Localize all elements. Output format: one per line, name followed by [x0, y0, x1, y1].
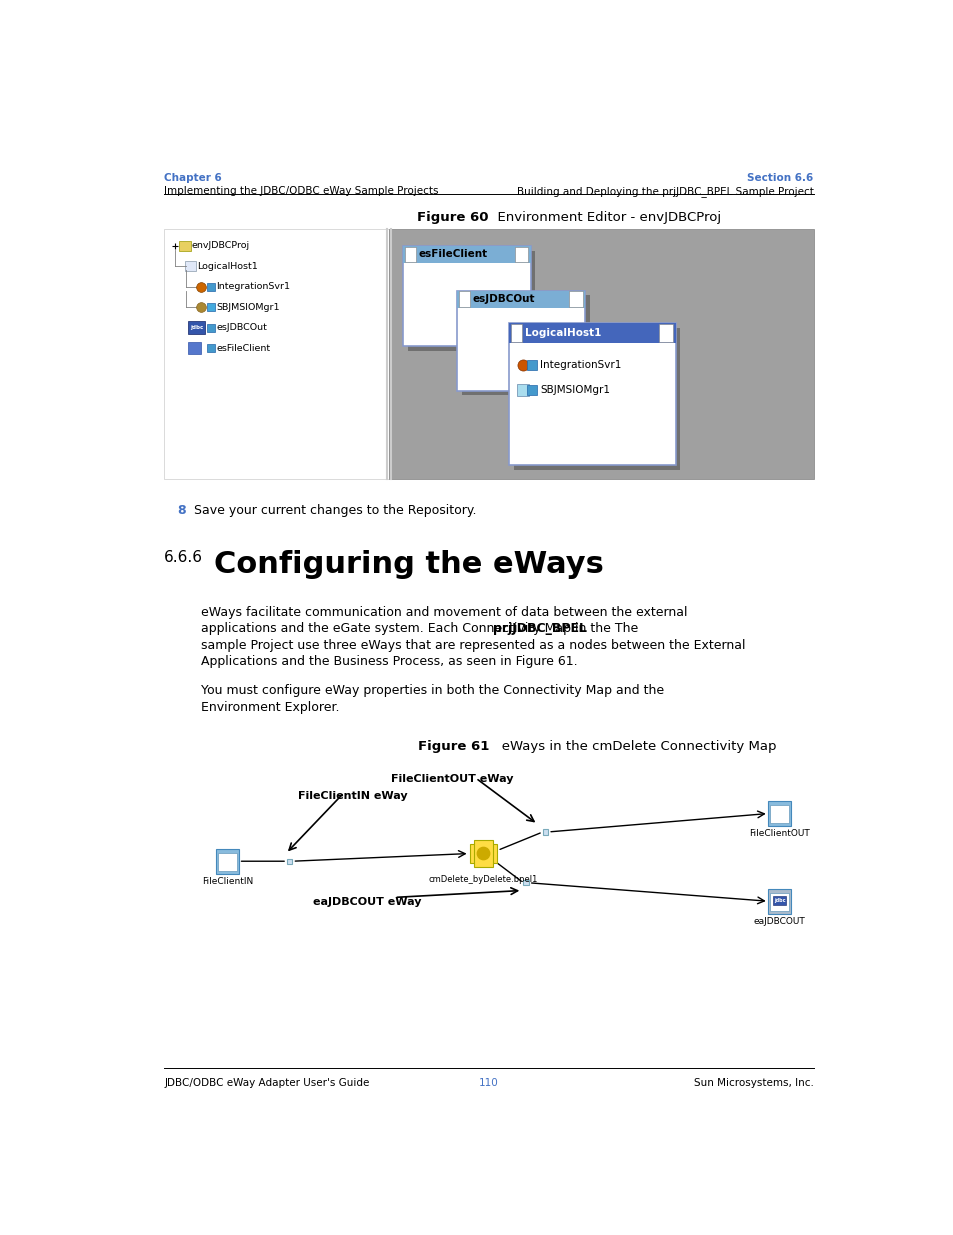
Text: 8: 8	[177, 504, 186, 517]
FancyBboxPatch shape	[402, 246, 530, 346]
FancyBboxPatch shape	[769, 805, 788, 824]
Text: Save your current changes to the Repository.: Save your current changes to the Reposit…	[194, 504, 476, 517]
Text: Building and Deploying the prjJDBC_BPEL Sample Project: Building and Deploying the prjJDBC_BPEL …	[517, 186, 813, 198]
Text: 6.6.6: 6.6.6	[164, 550, 203, 566]
FancyBboxPatch shape	[511, 324, 521, 342]
FancyBboxPatch shape	[769, 893, 788, 911]
Text: SBJMSIOMgr1: SBJMSIOMgr1	[216, 303, 279, 311]
FancyBboxPatch shape	[218, 852, 236, 871]
FancyBboxPatch shape	[523, 881, 528, 885]
Text: Sun Microsystems, Inc.: Sun Microsystems, Inc.	[693, 1078, 813, 1088]
Text: LogicalHost1: LogicalHost1	[524, 329, 600, 338]
FancyBboxPatch shape	[402, 246, 530, 263]
FancyBboxPatch shape	[542, 829, 548, 835]
FancyBboxPatch shape	[767, 802, 790, 826]
Text: JDBC/ODBC eWay Adapter User's Guide: JDBC/ODBC eWay Adapter User's Guide	[164, 1078, 369, 1088]
FancyBboxPatch shape	[456, 290, 584, 390]
FancyBboxPatch shape	[164, 228, 389, 479]
FancyBboxPatch shape	[216, 848, 239, 873]
FancyBboxPatch shape	[389, 228, 813, 479]
Text: eWays facilitate communication and movement of data between the external: eWays facilitate communication and movem…	[200, 605, 686, 619]
FancyBboxPatch shape	[456, 290, 584, 308]
Text: sample Project use three eWays that are represented as a nodes between the Exter: sample Project use three eWays that are …	[200, 638, 744, 652]
Text: esJDBCOut: esJDBCOut	[216, 324, 267, 332]
Text: jdbc: jdbc	[773, 898, 784, 903]
FancyBboxPatch shape	[474, 840, 493, 867]
Text: LogicalHost1: LogicalHost1	[197, 262, 258, 270]
Text: jdbc: jdbc	[190, 325, 203, 330]
Text: FileClientOUT eWay: FileClientOUT eWay	[391, 774, 514, 784]
FancyBboxPatch shape	[188, 342, 200, 354]
Text: esFileClient: esFileClient	[216, 343, 270, 352]
FancyBboxPatch shape	[407, 251, 535, 351]
FancyBboxPatch shape	[509, 324, 675, 343]
Text: Environment Explorer.: Environment Explorer.	[200, 700, 338, 714]
Text: Configuring the eWays: Configuring the eWays	[213, 550, 603, 579]
Text: IntegrationSvr1: IntegrationSvr1	[539, 361, 620, 370]
Text: Implementing the JDBC/ODBC eWay Sample Projects: Implementing the JDBC/ODBC eWay Sample P…	[164, 186, 438, 196]
Text: FileClientOUT: FileClientOUT	[748, 829, 809, 837]
FancyBboxPatch shape	[405, 247, 416, 262]
FancyBboxPatch shape	[767, 889, 790, 914]
FancyBboxPatch shape	[773, 895, 785, 905]
FancyBboxPatch shape	[461, 295, 589, 395]
FancyBboxPatch shape	[469, 845, 497, 863]
Text: envJDBCProj: envJDBCProj	[192, 242, 249, 251]
Text: esFileClient: esFileClient	[418, 249, 487, 259]
Text: eaJDBCOUT: eaJDBCOUT	[753, 916, 804, 926]
Text: Figure 61: Figure 61	[417, 740, 488, 753]
FancyBboxPatch shape	[514, 247, 528, 262]
Text: IntegrationSvr1: IntegrationSvr1	[216, 283, 290, 291]
Text: applications and the eGate system. Each Connectivity Map in the The: applications and the eGate system. Each …	[200, 622, 641, 635]
Text: FileClientIN eWay: FileClientIN eWay	[297, 792, 407, 802]
FancyBboxPatch shape	[185, 262, 195, 272]
FancyBboxPatch shape	[287, 858, 293, 864]
Text: prjJDBC_BPEL: prjJDBC_BPEL	[493, 622, 586, 635]
FancyBboxPatch shape	[509, 324, 675, 466]
FancyBboxPatch shape	[513, 327, 679, 471]
Text: FileClientIN: FileClientIN	[202, 877, 253, 885]
Text: esJDBCOut: esJDBCOut	[472, 294, 535, 304]
FancyBboxPatch shape	[568, 291, 582, 306]
FancyBboxPatch shape	[188, 321, 205, 333]
Text: 110: 110	[478, 1078, 498, 1088]
Text: cmDelete_byDelete.bpel1: cmDelete_byDelete.bpel1	[428, 876, 537, 884]
Text: Section 6.6: Section 6.6	[746, 173, 813, 183]
Text: Figure 60: Figure 60	[417, 211, 488, 225]
FancyBboxPatch shape	[179, 241, 191, 251]
Text: Applications and the Business Process, as seen in Figure 61.: Applications and the Business Process, a…	[200, 656, 577, 668]
Text: eaJDBCOUT eWay: eaJDBCOUT eWay	[313, 898, 421, 908]
Text: eWays in the cmDelete Connectivity Map: eWays in the cmDelete Connectivity Map	[488, 740, 776, 753]
FancyBboxPatch shape	[659, 324, 673, 342]
Text: Environment Editor - envJDBCProj: Environment Editor - envJDBCProj	[488, 211, 720, 225]
Text: SBJMSIOMgr1: SBJMSIOMgr1	[539, 385, 609, 395]
Text: Chapter 6: Chapter 6	[164, 173, 222, 183]
Circle shape	[476, 847, 489, 860]
FancyBboxPatch shape	[459, 291, 470, 306]
Text: You must configure eWay properties in both the Connectivity Map and the: You must configure eWay properties in bo…	[200, 684, 663, 697]
